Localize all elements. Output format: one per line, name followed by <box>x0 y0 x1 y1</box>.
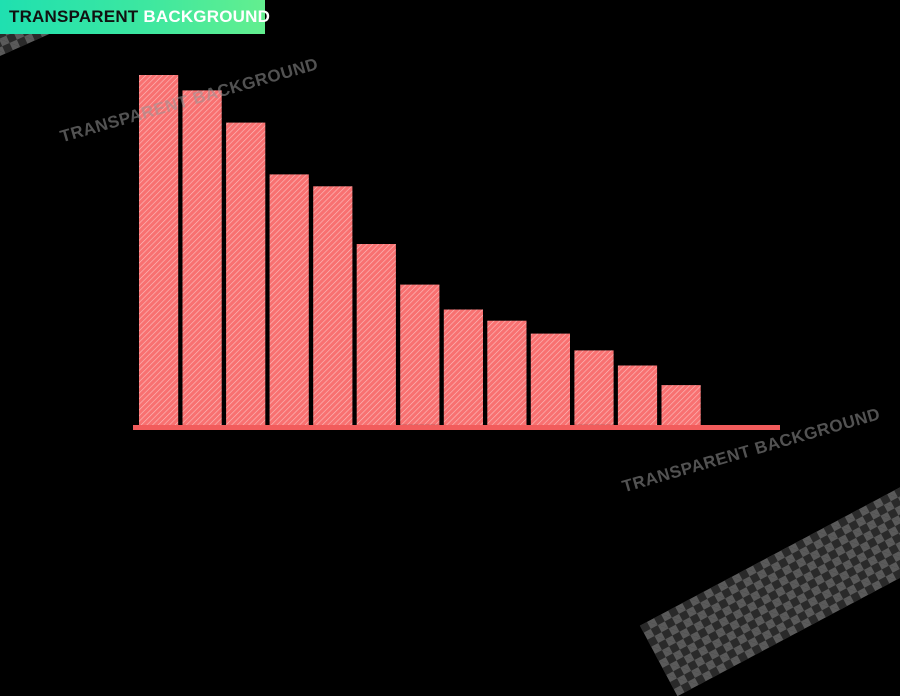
bar-10 <box>530 333 570 425</box>
badge-text-transparent: TRANSPARENT <box>9 7 139 26</box>
bar-series <box>139 75 701 426</box>
bar-chart <box>133 75 780 430</box>
bar-13 <box>661 385 701 425</box>
bar-1 <box>139 75 179 425</box>
bar-8 <box>443 309 483 425</box>
bar-12 <box>617 365 658 425</box>
bar-11 <box>574 350 614 425</box>
bar-4 <box>269 174 309 425</box>
chart-baseline <box>133 425 780 430</box>
bar-2 <box>182 90 222 426</box>
bar-9 <box>487 320 527 425</box>
bar-5 <box>313 186 353 425</box>
bar-7 <box>400 284 440 425</box>
bar-6 <box>356 244 396 425</box>
checker-stripe-bottom-right <box>639 475 900 696</box>
badge-text-background: BACKGROUND <box>143 7 271 26</box>
bar-3 <box>226 122 266 425</box>
transparent-background-badge: TRANSPARENT BACKGROUND <box>0 0 270 34</box>
